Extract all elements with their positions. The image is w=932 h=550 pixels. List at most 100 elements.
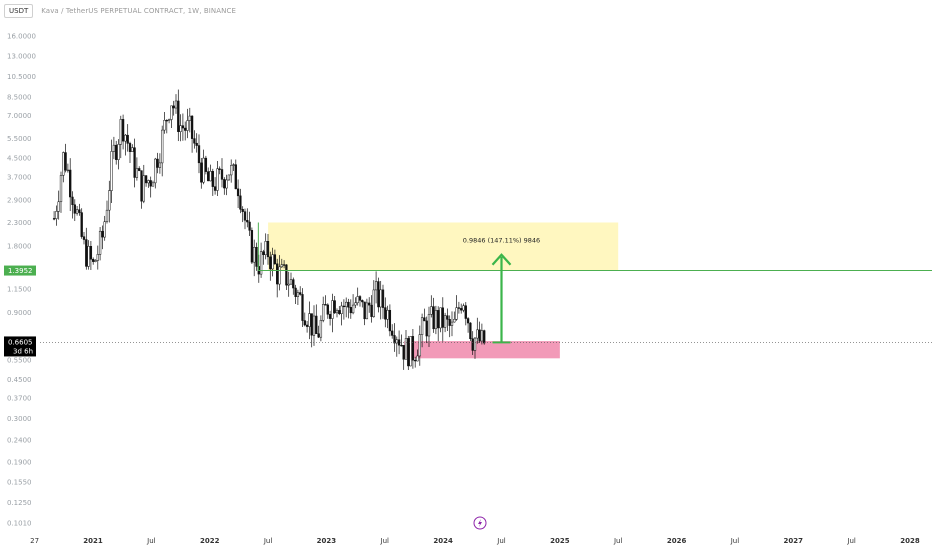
candle-body — [119, 119, 122, 145]
candle-body — [434, 310, 438, 330]
lightning-bolt-glyph — [478, 519, 482, 527]
x-tick-label: Jul — [496, 537, 506, 545]
candle-body — [345, 301, 348, 308]
candle-body — [82, 236, 86, 240]
measure-arrow-head — [491, 253, 512, 266]
candle-body — [432, 306, 435, 330]
candle-body — [338, 310, 341, 314]
candle-body — [59, 175, 63, 203]
candle-body — [57, 201, 60, 212]
candle-body — [147, 180, 150, 184]
candle-body — [278, 266, 281, 285]
y-tick-label: 0.2400 — [7, 436, 32, 444]
y-tick-label: 0.1550 — [7, 478, 32, 486]
candle-body — [351, 304, 355, 314]
candle-body — [167, 119, 171, 121]
candle-body — [105, 209, 109, 222]
candle-body — [138, 168, 141, 171]
candle-body — [248, 221, 251, 231]
candle-body — [96, 254, 99, 261]
candle-body — [404, 338, 408, 360]
x-tick-label: Jul — [730, 537, 740, 545]
x-tick-label: Jul — [263, 537, 273, 545]
candle-body — [69, 169, 72, 198]
candle-body — [466, 318, 470, 324]
candle-body — [400, 344, 403, 347]
candle-body — [368, 302, 371, 306]
candle-body — [213, 186, 217, 191]
candle-body — [255, 246, 258, 267]
candle-body — [190, 115, 194, 139]
candle-body — [328, 314, 332, 319]
x-tick-label: Jul — [613, 537, 623, 545]
y-tick-label: 0.1010 — [7, 520, 32, 528]
candle-body — [73, 204, 76, 214]
x-tick-label: 2028 — [900, 537, 920, 545]
x-tick-label: Jul — [146, 537, 156, 545]
candle-body — [420, 317, 424, 335]
candle-body — [184, 127, 187, 131]
candle-body — [64, 152, 67, 171]
candle-body — [391, 330, 394, 336]
candle-body — [363, 301, 366, 320]
candle-body — [108, 190, 111, 211]
x-tick-label: Jul — [380, 537, 390, 545]
candle-body — [287, 283, 290, 286]
y-tick-label: 3.7000 — [7, 173, 32, 181]
candle-body — [296, 292, 300, 297]
x-tick-label: 2024 — [433, 537, 453, 545]
y-tick-label: 0.9000 — [7, 309, 32, 317]
y-tick-label: 0.5500 — [7, 357, 32, 365]
candle-body — [437, 310, 440, 329]
candle-body — [374, 281, 378, 291]
candle-body — [204, 157, 208, 172]
y-tick-label: 16.0000 — [7, 33, 36, 41]
candle-body — [370, 304, 373, 317]
candle-body — [322, 304, 325, 321]
candle-body — [52, 218, 56, 220]
candle-body — [225, 179, 228, 189]
candle-body — [124, 134, 127, 142]
candle-body — [128, 143, 132, 152]
candle-body — [246, 220, 249, 223]
measure-label: 0.9846 (147.11%) 9846 — [463, 237, 540, 245]
candle-body — [418, 334, 421, 357]
x-tick-label: 27 — [30, 537, 39, 545]
x-tick-label: 2025 — [550, 537, 570, 545]
candle-body — [476, 329, 479, 339]
candle-body — [266, 240, 270, 258]
currency-button[interactable]: USDT — [4, 4, 34, 18]
candle-body — [89, 246, 93, 260]
y-tick-label: 8.5000 — [7, 93, 32, 101]
candle-body — [110, 151, 113, 191]
candle-body — [220, 169, 224, 180]
candle-body — [384, 307, 387, 320]
candle-body — [379, 289, 382, 308]
candle-body — [335, 310, 339, 314]
candle-body — [289, 279, 293, 285]
candle-body — [381, 289, 385, 308]
candle-body — [280, 264, 283, 268]
candle-body — [133, 147, 136, 178]
candle-body — [294, 287, 297, 297]
candle-body — [446, 315, 449, 320]
candle-body — [402, 345, 405, 360]
candle-body — [292, 279, 295, 289]
candle-body — [453, 319, 456, 323]
candle-body — [165, 119, 168, 122]
candle-body — [331, 300, 334, 319]
candle-body — [186, 120, 189, 131]
candle-body — [142, 175, 145, 202]
candle-body — [188, 115, 191, 121]
candle-body — [177, 100, 180, 132]
candle-body — [333, 300, 336, 314]
candle-body — [66, 169, 70, 172]
candle-body — [443, 315, 447, 328]
candle-body — [317, 333, 320, 338]
candle-body — [117, 144, 120, 160]
candle-body — [319, 320, 323, 338]
zones-layer — [268, 222, 619, 359]
candle-body — [207, 171, 210, 182]
candle-body — [471, 338, 474, 351]
